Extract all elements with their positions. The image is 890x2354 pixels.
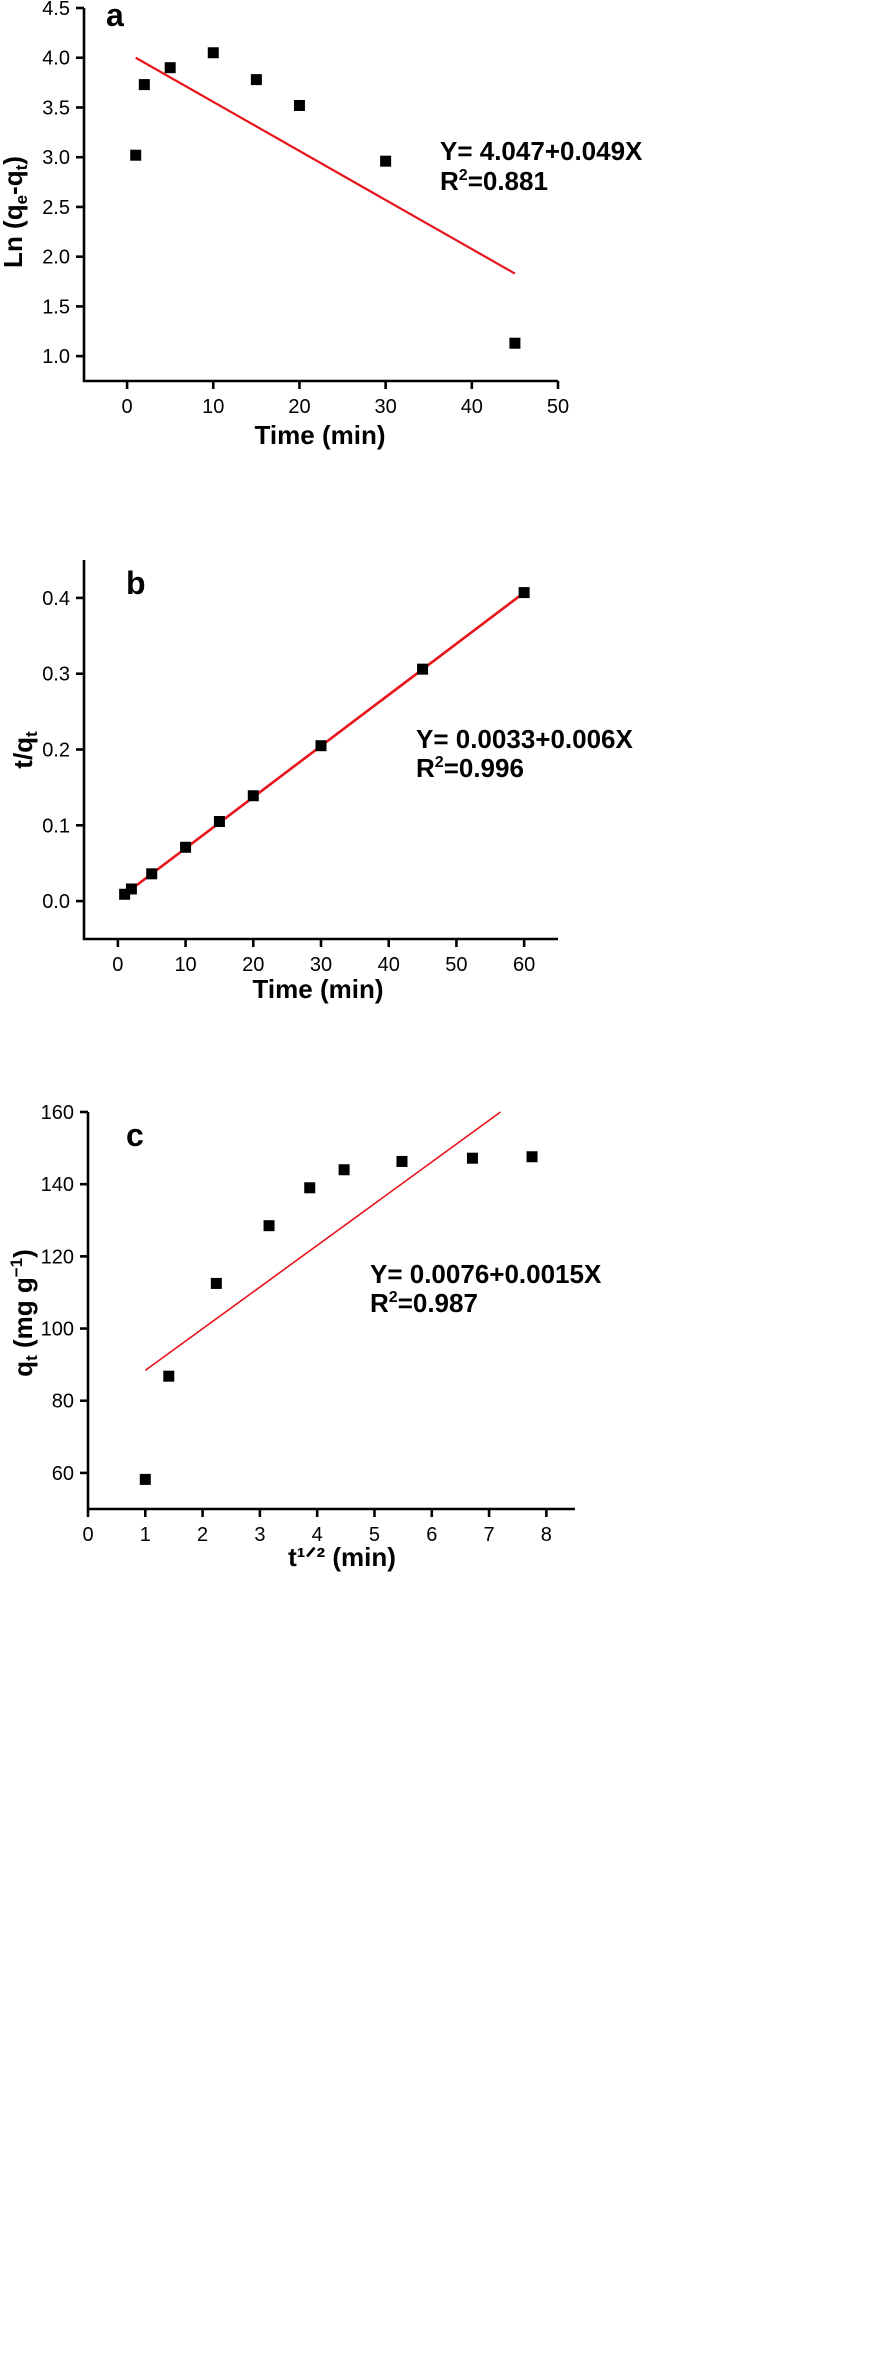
panel-b: 0 10 20 30 40 50 60 0.0 0.1 0.2 0.3 0.4 b Time (min… [8,560,634,1004]
data-points [130,47,521,349]
data-point [138,79,150,91]
panel-a: 0 10 20 30 40 50 1.0 1.5 2.0 2.5 3.0 3.5 4.0 4.5 a Ti… [0,0,643,450]
x-tick-label: 5 [369,1524,380,1546]
panel-letter: a [106,0,124,33]
data-points [139,1151,538,1485]
data-point [417,663,429,675]
data-point [210,1277,222,1289]
x-tick-label: 30 [375,396,397,418]
data-point [304,1182,316,1194]
y-tick-label: 0.3 [42,664,70,686]
data-point [213,816,225,828]
data-point [180,841,192,853]
y-tick-label: 2.0 [42,247,70,269]
x-tick-label: 0 [122,396,133,418]
data-points [119,587,530,900]
panel-c: 0 1 2 3 4 5 6 7 8 60 80 100 120 140 160 c t¹ᐟ² (min) q… [7,1102,602,1572]
y-tick-label: 3.5 [42,97,70,119]
y-tick-label: 0.1 [42,815,70,837]
x-tick-label: 60 [513,954,535,976]
x-axis-title: Time (min) [253,974,384,1004]
data-point [250,74,262,86]
y-tick-label: 4.0 [42,48,70,70]
fit-line-group [135,56,516,275]
r-squared: R2=0.881 [440,166,548,196]
r-squared: R2=0.996 [416,753,524,783]
x-tick-label: 2 [197,1524,208,1546]
data-point [146,868,158,880]
x-tick-label: 6 [426,1524,437,1546]
y-axis-title: qt (mg g−1) [7,1249,41,1377]
data-point [509,337,521,349]
x-tick-label: 7 [483,1524,494,1546]
fit-equation: Y= 4.047+0.049X [440,136,643,166]
x-tick-label: 0 [82,1524,93,1546]
data-point [207,47,219,59]
y-tick-label: 100 [41,1319,74,1341]
y-tick-label: 1.0 [42,346,70,368]
data-point [338,1164,350,1176]
x-tick-label: 8 [541,1524,552,1546]
x-tick-label: 50 [547,396,569,418]
x-tick-label: 3 [254,1524,265,1546]
y-tick-label: 140 [41,1174,74,1196]
data-point [119,888,131,900]
x-tick-label: 10 [174,954,196,976]
ticks: 0 1 2 3 4 5 6 7 8 60 80 100 120 140 160 [41,1102,552,1546]
panel-letter: b [126,565,146,601]
fit-line-group [144,1111,501,1372]
panel-letter: c [126,1117,144,1153]
x-tick-label: 40 [378,954,400,976]
x-tick-label: 20 [288,396,310,418]
data-point [518,587,530,599]
x-axis-title: Time (min) [255,420,386,450]
y-tick-label: 0.4 [42,588,70,610]
y-tick-label: 4.5 [42,0,70,20]
data-point [163,1370,175,1382]
y-tick-label: 0.0 [42,891,70,913]
data-point [315,740,327,752]
x-tick-label: 40 [461,396,483,418]
x-tick-label: 10 [202,396,224,418]
data-point [263,1220,275,1232]
y-tick-label: 80 [52,1391,74,1413]
y-tick-label: 3.0 [42,147,70,169]
y-tick-label: 2.5 [42,197,70,219]
x-axis-title: t¹ᐟ² (min) [288,1542,396,1572]
data-point [466,1152,478,1164]
linear-fit-line [144,1111,501,1372]
data-point [130,149,142,161]
data-point [247,790,259,802]
data-point [396,1155,408,1167]
linear-fit-line [135,56,516,275]
y-axis-title: t/qt [8,731,41,769]
y-tick-label: 120 [41,1246,74,1268]
y-tick-label: 0.2 [42,740,70,762]
x-tick-label: 0 [112,954,123,976]
fit-equation: Y= 0.0076+0.0015X [370,1259,602,1289]
y-tick-label: 60 [52,1463,74,1485]
y-tick-label: 1.5 [42,296,70,318]
fit-equation: Y= 0.0033+0.006X [416,724,634,754]
x-tick-label: 20 [242,954,264,976]
x-tick-label: 4 [312,1524,323,1546]
y-tick-label: 160 [41,1102,74,1124]
r-squared: R2=0.987 [370,1288,478,1318]
y-axis-title: Ln (qe-qt) [0,156,31,268]
x-tick-label: 30 [310,954,332,976]
data-point [164,62,176,74]
data-point [380,155,392,167]
ticks: 0 10 20 30 40 50 1.0 1.5 2.0 2.5 3.0 3.5 4.0 4.5 [42,0,569,418]
x-tick-label: 50 [445,954,467,976]
ticks: 0 10 20 30 40 50 60 0.0 0.1 0.2 0.3 0.4 [42,588,535,976]
data-point [139,1473,151,1485]
data-point [293,99,305,111]
x-tick-label: 1 [140,1524,151,1546]
data-point [125,883,137,895]
data-point [526,1151,538,1163]
